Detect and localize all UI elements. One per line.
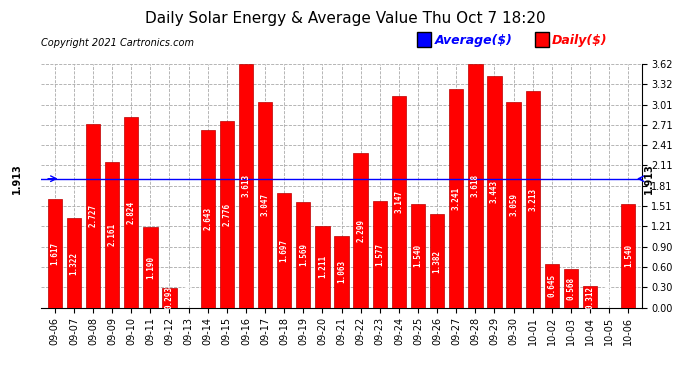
Bar xyxy=(67,219,81,308)
Bar xyxy=(449,89,464,308)
Text: Copyright 2021 Cartronics.com: Copyright 2021 Cartronics.com xyxy=(41,38,195,48)
Bar xyxy=(564,269,578,308)
Text: 0.000: 0.000 xyxy=(184,282,193,305)
Text: 3.059: 3.059 xyxy=(509,193,518,216)
Bar xyxy=(144,227,157,308)
Bar xyxy=(296,202,310,308)
Bar xyxy=(258,102,273,308)
Text: 2.643: 2.643 xyxy=(204,207,213,230)
Text: 3.241: 3.241 xyxy=(452,187,461,210)
Text: 2.161: 2.161 xyxy=(108,223,117,246)
Text: 1.190: 1.190 xyxy=(146,256,155,279)
Text: 1.617: 1.617 xyxy=(50,242,59,265)
Text: 1.913: 1.913 xyxy=(644,164,653,194)
Text: 2.299: 2.299 xyxy=(356,219,365,242)
Text: 1.322: 1.322 xyxy=(70,251,79,274)
Bar xyxy=(105,162,119,308)
Bar xyxy=(315,226,330,308)
Bar xyxy=(201,129,215,308)
Text: 1.569: 1.569 xyxy=(299,243,308,266)
Text: 0.000: 0.000 xyxy=(604,282,613,305)
Text: 0.645: 0.645 xyxy=(547,274,556,297)
Text: Daily Solar Energy & Average Value Thu Oct 7 18:20: Daily Solar Energy & Average Value Thu O… xyxy=(145,11,545,26)
Text: 3.047: 3.047 xyxy=(261,194,270,216)
Bar xyxy=(430,214,444,308)
Text: 3.213: 3.213 xyxy=(529,188,538,211)
Text: 2.824: 2.824 xyxy=(127,201,136,224)
Bar xyxy=(392,96,406,308)
Bar xyxy=(219,121,234,308)
Bar xyxy=(124,117,139,308)
Text: 1.540: 1.540 xyxy=(413,244,422,267)
Text: 3.147: 3.147 xyxy=(395,190,404,213)
Bar xyxy=(86,124,100,308)
Text: 1.063: 1.063 xyxy=(337,260,346,283)
Bar xyxy=(544,264,559,308)
Bar xyxy=(621,204,635,308)
Text: 1.211: 1.211 xyxy=(318,255,327,278)
Bar xyxy=(373,201,387,308)
Text: 2.727: 2.727 xyxy=(88,204,97,227)
Text: 1.577: 1.577 xyxy=(375,243,384,266)
Text: 0.568: 0.568 xyxy=(566,277,575,300)
Bar xyxy=(277,193,291,308)
Bar xyxy=(469,64,482,308)
Bar xyxy=(335,236,348,308)
Text: Average($): Average($) xyxy=(435,34,513,47)
Text: 3.613: 3.613 xyxy=(241,174,250,197)
Bar xyxy=(48,199,62,308)
Text: 1.382: 1.382 xyxy=(433,249,442,273)
Bar xyxy=(506,102,521,308)
Bar xyxy=(239,64,253,308)
Bar xyxy=(162,288,177,308)
Bar xyxy=(487,76,502,307)
Text: 1.697: 1.697 xyxy=(279,239,288,262)
Text: 0.312: 0.312 xyxy=(586,285,595,309)
Text: 1.540: 1.540 xyxy=(624,244,633,267)
Bar xyxy=(353,153,368,308)
Text: 3.443: 3.443 xyxy=(490,180,499,203)
Text: 0.293: 0.293 xyxy=(165,286,174,309)
Bar xyxy=(411,204,425,308)
Bar xyxy=(583,286,598,308)
Text: 3.618: 3.618 xyxy=(471,174,480,197)
Text: 1.913: 1.913 xyxy=(12,164,22,194)
Text: 2.776: 2.776 xyxy=(222,202,231,226)
Bar xyxy=(526,91,540,308)
Text: Daily($): Daily($) xyxy=(552,34,608,47)
